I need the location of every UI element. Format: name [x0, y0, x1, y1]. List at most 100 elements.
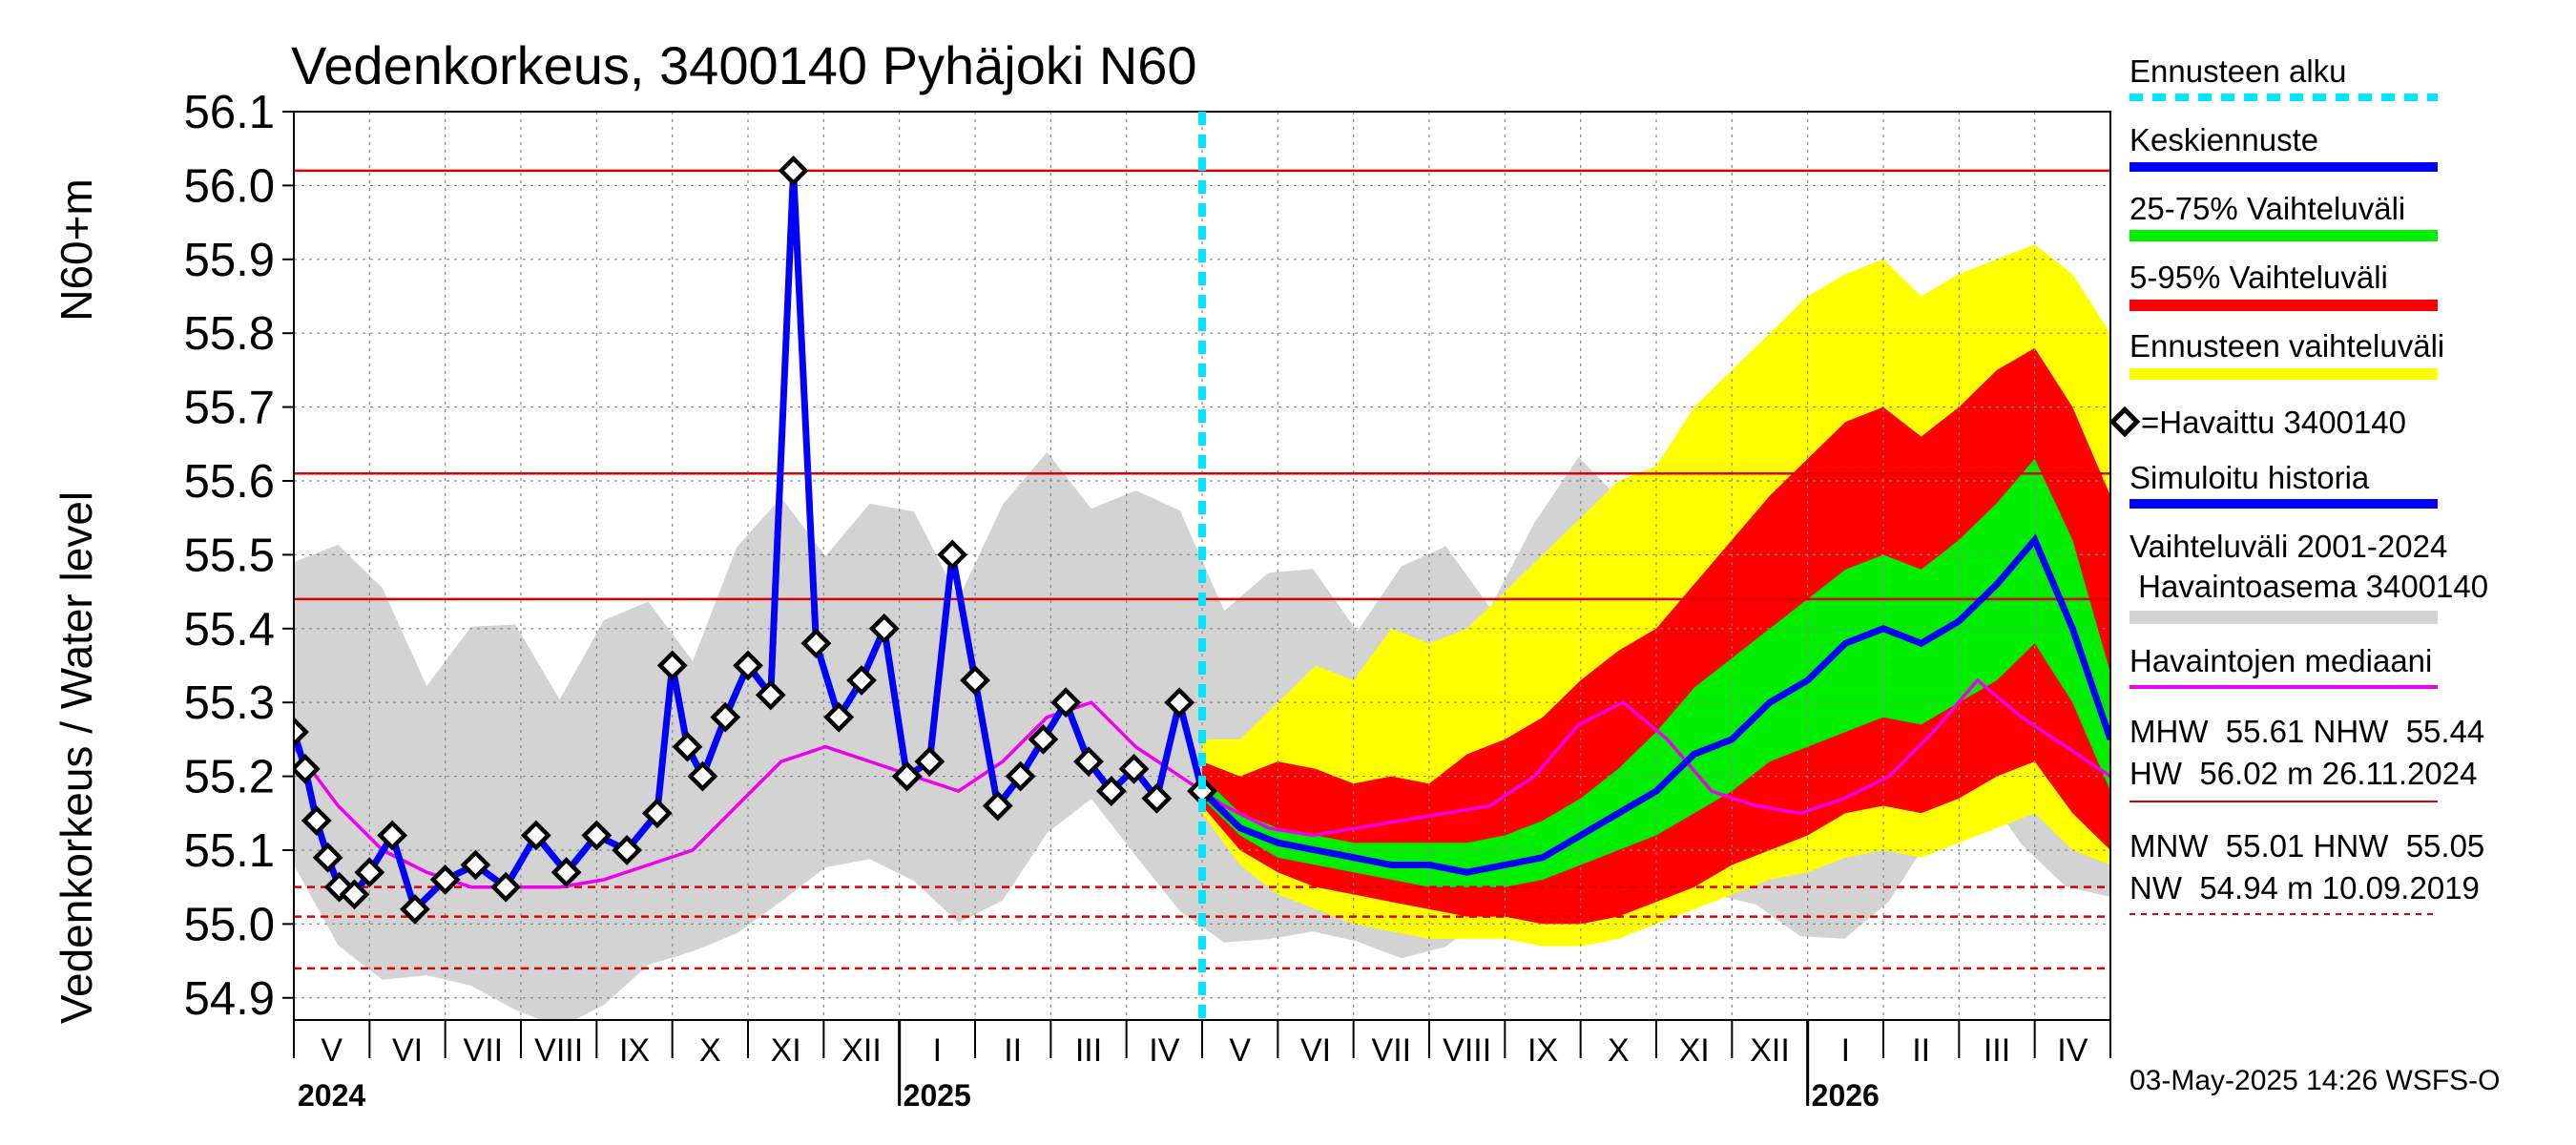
y-axis-label: Vedenkorkeus / Water level: [52, 491, 101, 1024]
month-label-3: VIII: [534, 1032, 583, 1069]
stat-mnw-hnw: MNW 55.01 HNW 55.05: [2129, 828, 2484, 864]
observed-point: [823, 701, 855, 733]
observed-point: [710, 701, 741, 733]
month-label-5: X: [699, 1032, 721, 1069]
month-label-20: I: [1841, 1032, 1850, 1069]
chart-title: Vedenkorkeus, 3400140 Pyhäjoki N60: [291, 35, 1197, 95]
stat-mhw-nhw: MHW 55.61 NHW 55.44: [2129, 714, 2484, 749]
observed-point: [778, 156, 809, 186]
forecast-bands: [294, 244, 2110, 1020]
observed-point: [1095, 776, 1127, 806]
observed-point: [755, 679, 786, 711]
month-label-9: II: [1004, 1032, 1022, 1069]
observed-point: [581, 820, 613, 851]
observed-point: [1073, 746, 1104, 778]
observed-point: [868, 613, 900, 644]
ytick-label-11: 56.0: [184, 160, 275, 212]
month-label-7: XII: [841, 1032, 882, 1069]
observed-point: [733, 650, 763, 681]
legend: Ennusteen alku Keskiennuste 25-75% Vaiht…: [2109, 53, 2488, 915]
ytick-label-8: 55.7: [184, 383, 275, 434]
month-label-4: IX: [619, 1032, 650, 1069]
observed-point: [914, 746, 945, 778]
observed-point: [937, 539, 968, 571]
observed-point: [460, 849, 491, 881]
observed-point: [1187, 776, 1217, 806]
observed-point: [1005, 760, 1036, 792]
legend-25-75: 25-75% Vaihteluväli: [2129, 191, 2405, 226]
y-axis: 54.9 55.0 55.1 55.2 55.3 55.4 55.5 55.6 55.7 55.8…: [184, 87, 294, 1025]
observed-point: [294, 753, 321, 784]
legend-vaihteluvali-2: Havaintoasema 3400140: [2129, 569, 2488, 604]
observed-point: [612, 835, 642, 865]
ytick-label-2: 55.1: [184, 825, 275, 877]
observed-point: [641, 798, 673, 829]
observed-point: [656, 650, 688, 681]
ytick-label-0: 54.9: [184, 973, 275, 1025]
ytick-label-12: 56.1: [184, 87, 275, 138]
observed-point: [1141, 782, 1173, 814]
month-label-16: IX: [1527, 1032, 1558, 1069]
observed-point: [294, 717, 309, 748]
month-label-18: XI: [1679, 1032, 1710, 1069]
observed-point: [301, 805, 332, 836]
ytick-label-1: 55.0: [184, 899, 275, 950]
y-axis-unit: N60+m: [52, 178, 101, 322]
footer-timestamp: 03-May-2025 14:26 WSFS-O: [2129, 1065, 2501, 1096]
year-label-1: 2025: [904, 1078, 971, 1113]
observed-point: [339, 879, 370, 910]
observed-point: [377, 820, 408, 851]
data-series: [294, 156, 2110, 925]
observed-point: [551, 857, 582, 888]
legend-mediaani: Havaintojen mediaani: [2129, 643, 2432, 678]
observed-point: [672, 731, 703, 762]
observed-point: [846, 665, 877, 696]
observed-point: [429, 864, 461, 895]
month-label-13: VI: [1300, 1032, 1331, 1069]
ytick-label-6: 55.5: [184, 530, 275, 581]
observed-point: [490, 871, 522, 903]
mean-forecast-line: [1199, 533, 2110, 876]
ytick-label-5: 55.4: [184, 604, 275, 656]
month-label-2: VII: [464, 1032, 504, 1069]
observed-point: [1050, 687, 1082, 718]
month-label-15: VIII: [1443, 1032, 1491, 1069]
legend-5-95: 5-95% Vaihteluväli: [2129, 260, 2388, 295]
legend-keskiennuste: Keskiennuste: [2129, 122, 2318, 157]
legend-havaittu: =Havaittu 3400140: [2141, 405, 2406, 440]
month-label-11: IV: [1149, 1032, 1179, 1069]
year-label-2: 2026: [1812, 1078, 1880, 1113]
observed-point: [800, 628, 832, 659]
observed-point: [520, 820, 551, 851]
month-label-6: XI: [771, 1032, 801, 1069]
forecast-25-75-band: [1202, 458, 2110, 887]
ytick-label-7: 55.6: [184, 456, 275, 508]
observed-point: [687, 760, 718, 792]
observed-point: [1028, 723, 1059, 755]
observed-point: [982, 790, 1013, 822]
legend-havaittu-diamond: [2109, 406, 2141, 438]
month-label-21: II: [1912, 1032, 1930, 1069]
observed-point: [354, 857, 385, 888]
stat-hw: HW 56.02 m 26.11.2024: [2129, 756, 2477, 791]
ytick-label-9: 55.8: [184, 308, 275, 360]
legend-simuloitu: Simuloitu historia: [2129, 460, 2370, 495]
month-label-19: XII: [1750, 1032, 1790, 1069]
legend-ennusteen-vaihteluvali: Ennusteen vaihteluväli: [2129, 328, 2444, 364]
ytick-label-4: 55.3: [184, 677, 275, 729]
month-label-14: VII: [1372, 1032, 1412, 1069]
month-label-0: V: [321, 1032, 343, 1069]
observed-point: [1164, 687, 1195, 718]
ytick-label-10: 55.9: [184, 235, 275, 286]
month-label-12: V: [1229, 1032, 1251, 1069]
month-label-23: IV: [2057, 1032, 2088, 1069]
month-label-1: VI: [392, 1032, 423, 1069]
month-label-22: III: [1984, 1032, 2010, 1069]
month-label-10: III: [1075, 1032, 1102, 1069]
x-axis: V VI VII VIII IX X XI XII I II III IV V VI VII VIII IX X X…: [293, 1020, 2111, 1113]
legend-ennusteen-alku: Ennusteen alku: [2129, 53, 2347, 89]
observed-point: [312, 842, 343, 873]
stat-nw: NW 54.94 m 10.09.2019: [2129, 870, 2480, 906]
legend-vaihteluvali-1: Vaihteluväli 2001-2024: [2129, 529, 2447, 564]
